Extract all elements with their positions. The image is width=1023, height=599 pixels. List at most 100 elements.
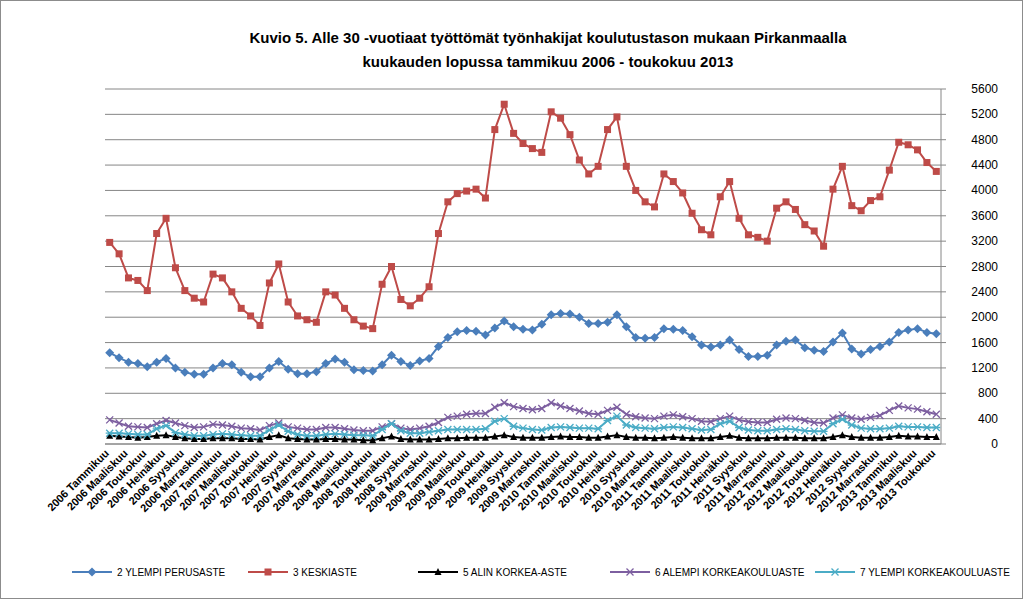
data-point bbox=[163, 215, 170, 222]
series bbox=[106, 431, 940, 443]
data-point bbox=[679, 434, 686, 441]
data-point bbox=[275, 421, 283, 428]
data-point bbox=[510, 130, 517, 137]
data-point bbox=[387, 351, 396, 360]
data-point bbox=[472, 426, 480, 433]
data-point bbox=[736, 416, 743, 423]
y-tick-label: 4400 bbox=[971, 158, 998, 172]
data-point bbox=[678, 326, 687, 335]
data-point bbox=[623, 163, 630, 170]
data-point bbox=[218, 430, 226, 437]
legend-marker bbox=[831, 569, 839, 576]
data-point bbox=[604, 407, 611, 414]
data-point bbox=[839, 163, 846, 170]
data-point bbox=[116, 250, 123, 257]
data-point bbox=[632, 434, 639, 441]
data-point bbox=[190, 370, 199, 379]
data-point bbox=[360, 323, 367, 330]
data-point bbox=[670, 411, 677, 418]
data-point bbox=[717, 433, 724, 440]
y-tick bbox=[941, 317, 946, 318]
y-tick-label: 800 bbox=[978, 386, 998, 400]
data-point bbox=[594, 319, 603, 328]
grid-line bbox=[105, 266, 941, 267]
data-point bbox=[434, 342, 443, 351]
data-point bbox=[209, 431, 217, 438]
grid-line bbox=[105, 241, 941, 242]
data-point bbox=[106, 416, 113, 423]
data-point bbox=[350, 432, 358, 439]
data-point bbox=[265, 427, 273, 434]
data-point bbox=[313, 319, 320, 326]
data-point bbox=[923, 433, 930, 440]
data-point bbox=[501, 431, 508, 438]
data-point bbox=[153, 432, 160, 439]
data-point bbox=[736, 215, 743, 222]
data-point bbox=[914, 432, 921, 439]
data-point bbox=[378, 426, 386, 433]
data-point bbox=[838, 416, 846, 423]
y-tick bbox=[941, 215, 946, 216]
data-point bbox=[763, 351, 772, 360]
data-point bbox=[388, 432, 395, 439]
data-point bbox=[905, 141, 912, 148]
data-point bbox=[285, 434, 292, 441]
data-point bbox=[595, 434, 602, 441]
data-point bbox=[782, 337, 791, 346]
y-tick-label: 400 bbox=[978, 412, 998, 426]
data-point bbox=[191, 295, 198, 302]
data-point bbox=[792, 206, 799, 213]
data-point bbox=[764, 434, 771, 441]
data-point bbox=[491, 126, 498, 133]
data-point bbox=[350, 316, 357, 323]
data-point bbox=[453, 426, 461, 433]
data-point bbox=[406, 361, 415, 370]
y-tick-label: 3600 bbox=[971, 209, 998, 223]
data-point bbox=[153, 230, 160, 237]
data-point bbox=[444, 434, 451, 441]
data-point bbox=[415, 356, 424, 365]
data-point bbox=[585, 170, 592, 177]
data-point bbox=[171, 363, 180, 372]
data-point bbox=[829, 420, 837, 427]
data-point bbox=[670, 178, 677, 185]
data-point bbox=[886, 167, 893, 174]
y-tick bbox=[941, 241, 946, 242]
data-point bbox=[379, 281, 386, 288]
data-point bbox=[706, 343, 715, 352]
data-point bbox=[631, 333, 640, 342]
data-point bbox=[792, 415, 799, 422]
data-point bbox=[482, 195, 489, 202]
data-point bbox=[904, 325, 913, 334]
data-point bbox=[847, 344, 856, 353]
data-point bbox=[800, 343, 809, 352]
series bbox=[106, 399, 940, 434]
data-point bbox=[462, 326, 471, 335]
data-point bbox=[322, 435, 329, 442]
data-point bbox=[679, 424, 687, 431]
data-point bbox=[388, 263, 395, 270]
data-point bbox=[613, 431, 620, 438]
data-point bbox=[312, 432, 320, 439]
data-point bbox=[745, 434, 752, 441]
data-point bbox=[274, 357, 283, 366]
data-point bbox=[669, 325, 678, 334]
data-point bbox=[529, 145, 536, 152]
data-point bbox=[716, 420, 724, 427]
data-point bbox=[200, 423, 207, 430]
grid-line bbox=[105, 190, 941, 191]
data-point bbox=[454, 434, 461, 441]
data-point bbox=[227, 360, 236, 369]
data-point bbox=[171, 429, 179, 436]
data-point bbox=[829, 433, 836, 440]
data-point bbox=[406, 430, 414, 437]
data-point bbox=[350, 436, 357, 443]
data-point bbox=[172, 420, 179, 427]
data-point bbox=[679, 189, 686, 196]
data-point bbox=[922, 328, 931, 337]
data-point bbox=[612, 310, 621, 319]
data-point bbox=[604, 417, 612, 424]
data-point bbox=[764, 419, 771, 426]
data-point bbox=[473, 186, 480, 193]
data-point bbox=[744, 352, 753, 361]
